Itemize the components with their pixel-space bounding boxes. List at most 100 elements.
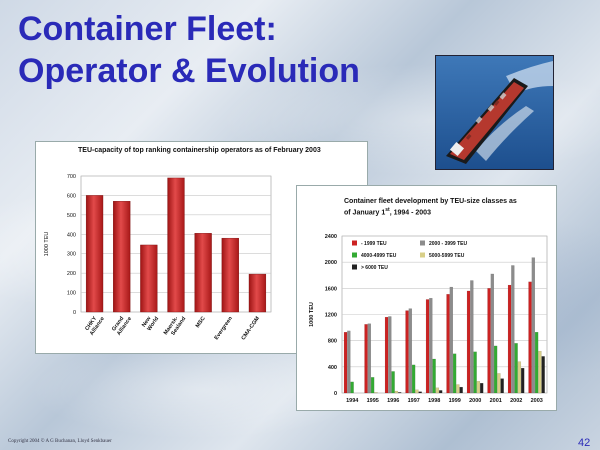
chart2-bar-1 [507,284,512,394]
chart2-y-axis-label: 1000 TEU [309,302,315,327]
chart2-bar-2 [408,308,412,394]
chart2-legend-label: 4000-4999 TEU [361,253,397,259]
chart2-bar-2 [449,286,453,394]
chart2-x-tick-label: 1995 [367,398,379,404]
chart2-legend-swatch [420,252,425,258]
chart2-bar-2 [429,297,433,394]
chart2-bar-1 [528,281,532,394]
chart2-bar-2 [470,280,474,394]
slide-title-line2: Operator & Evolution [18,52,360,90]
chart2-svg: 0 400 800 1200 1600 2000 2400 1000 TEU 1994 1995 1… [309,234,548,404]
chart1-bar [194,233,212,313]
page-number: 42 [578,437,591,449]
chart2-y-tick-label: 1200 [325,313,337,319]
chart1-bar [221,237,239,313]
chart2-bar-2 [367,323,371,394]
chart2-y-tick-label: 2400 [325,234,337,240]
chart2-legend-swatch [352,252,357,258]
chart2-bar-3 [411,364,416,394]
chart-panel-fleet: Container fleet development by TEU-size … [296,185,557,411]
chart2-bar-5 [521,367,525,394]
chart2-y-tick-label: 2000 [325,260,337,266]
chart2-bar-4 [415,389,419,394]
chart2-bar-4 [435,387,440,394]
chart1-bar [85,195,104,313]
chart2-bar-3 [452,353,457,394]
chart1-x-tick-label: GrandAlliance [111,312,133,336]
chart2-bar-4 [497,373,501,394]
chart2-y-tick-label: 800 [328,339,337,345]
chart2-legend-label: - 1999 TEU [361,241,387,247]
chart2-bar-3 [391,371,395,394]
chart1-x-tick-label: Evergreen [214,315,235,341]
chart2-bar-4 [394,390,399,394]
chart1-x-tick-label: NewWorld [141,312,160,332]
slide-title-line1: Container Fleet: [18,10,277,48]
chart1-title: TEU-capacity of top ranking containershi… [78,147,321,154]
chart1-bar [140,244,158,313]
chart1-x-tick-label: CMA-CGM [241,315,262,341]
chart2-bar-2 [347,330,351,394]
chart2-bar-3 [534,332,539,394]
chart2-legend-label: 2000 - 3999 TEU [429,241,467,247]
chart2-bar-1 [343,332,348,394]
chart2-legend-label: > 6000 TEU [361,265,388,271]
chart2-bar-5 [541,356,545,394]
chart1-bar [113,201,131,313]
chart2-title: Container fleet development by TEU-size … [344,197,517,217]
chart1-y-tick-label: 500 [67,213,76,219]
chart1-x-tick-label: Maersk-Sealand [163,312,188,340]
chart2-bar-4 [456,384,460,394]
chart2-bar-2 [531,257,535,394]
chart2-bar-1 [425,299,430,394]
chart2-bar-2 [490,273,494,394]
chart2-bar-4 [476,381,481,394]
chart1-x-tick-label: CHKYAlliance [84,312,106,336]
chart1-y-tick-label: 300 [67,252,76,258]
chart2-x-tick-label: 2003 [531,398,543,404]
chart2-y-tick-label: 0 [334,391,337,397]
chart1-x-tick-label: MSC [195,316,207,329]
chart1-y-tick-label: 100 [67,291,76,297]
chart2-bar-5 [480,383,484,394]
chart2-bar-3 [370,377,375,394]
chart2-bar-1 [405,310,409,394]
chart1-y-tick-label: 400 [67,232,76,238]
slide-title: Container Fleet: Operator & Evolution [18,8,360,92]
chart2-y-tick-label: 400 [328,365,337,371]
chart2-x-tick-label: 1996 [387,398,399,404]
chart1-y-tick-label: 600 [67,193,76,199]
chart2-legend-swatch [352,240,357,246]
chart2-x-tick-label: 1994 [346,398,359,404]
chart1-y-tick-label: 0 [73,310,76,316]
chart2-bar-1 [446,294,450,394]
chart2-title-line2: of January 1st, 1994 - 2003 [344,207,431,217]
chart-panel-operators: TEU-capacity of top ranking containershi… [35,141,368,354]
chart1-bar [167,177,185,313]
chart2-bar-3 [493,345,498,394]
chart2-bar-2 [511,265,515,394]
chart1-y-tick-label: 200 [67,271,76,277]
chart2-bar-5 [398,392,402,394]
chart2-legend-label: 5000-5999 TEU [429,253,465,259]
chart2-bar-3 [350,381,354,394]
copyright-footer: Copyright 2004 © A G Buchanan, Lloyd Sen… [8,439,112,444]
chart2-bar-3 [473,351,477,394]
chart2-legend-swatch [420,240,425,246]
chart2-y-tick-label: 1600 [325,286,337,292]
chart2-bar-3 [432,358,436,394]
chart2-x-tick-label: 1998 [428,398,440,404]
chart1-y-axis-label: 1000 TEU [44,232,50,257]
chart2-x-tick-label: 2000 [469,398,481,404]
chart2-bar-5 [418,391,422,394]
chart1-y-tick-label: 700 [67,174,76,180]
chart2-x-tick-label: 2001 [490,398,502,404]
chart2-bar-4 [517,361,522,394]
container-ship-photo [435,55,554,170]
chart2-bar-5 [500,378,504,394]
chart2-title-line1: Container fleet development by TEU-size … [344,198,517,205]
chart2-bar-5 [459,386,463,394]
chart2-bar-3 [514,343,518,394]
chart2-bar-1 [466,290,471,394]
chart2-x-tick-label: 1999 [449,398,461,404]
